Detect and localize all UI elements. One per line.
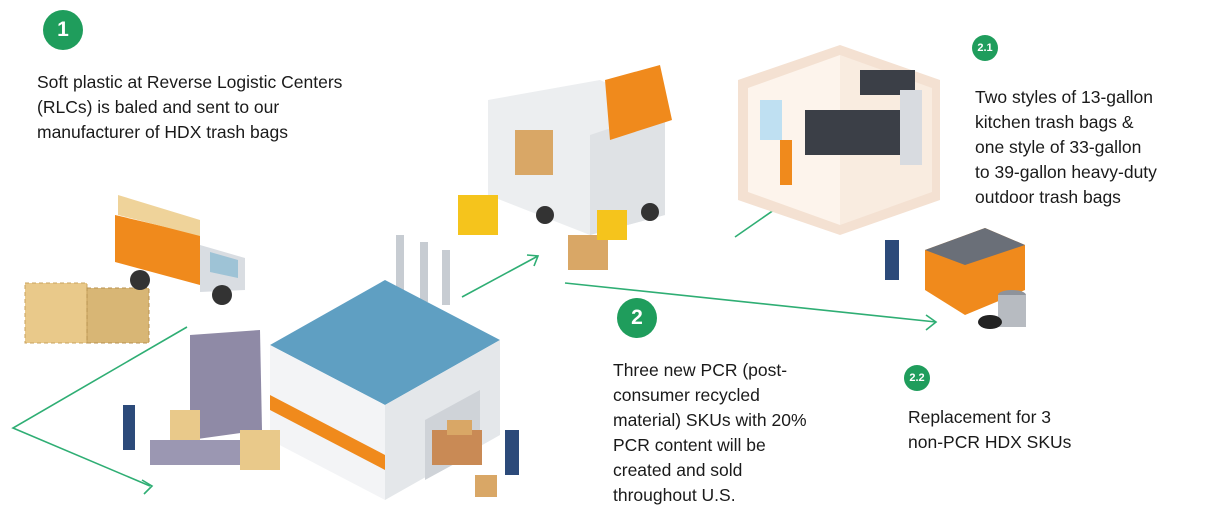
text-line: created and sold xyxy=(613,458,807,483)
text-line: outdoor trash bags xyxy=(975,185,1157,210)
text-line: kitchen trash bags & xyxy=(975,110,1157,135)
text-line: one style of 33-gallon xyxy=(975,135,1157,160)
text-line: PCR content will be xyxy=(613,433,807,458)
text-line: non-PCR HDX SKUs xyxy=(908,430,1071,455)
text-line: (RLCs) is baled and sent to our xyxy=(37,95,342,120)
box-truck xyxy=(458,65,672,270)
dumpster xyxy=(885,228,1026,329)
arrowhead xyxy=(926,315,936,330)
arrowhead xyxy=(142,480,152,494)
step-badge: 1 xyxy=(43,10,83,50)
text-line: Replacement for 3 xyxy=(908,405,1071,430)
step-badge: 2.2 xyxy=(904,365,930,391)
page: (() => { const data = JSON.parse(documen… xyxy=(0,0,1211,517)
text-line: consumer recycled xyxy=(613,383,807,408)
kitchen-room xyxy=(738,45,940,235)
text-line: material) SKUs with 20% xyxy=(613,408,807,433)
text-line: throughout U.S. xyxy=(613,483,807,508)
text-line: Two styles of 13-gallon xyxy=(975,85,1157,110)
text-line: Three new PCR (post- xyxy=(613,358,807,383)
text-line: to 39-gallon heavy-duty xyxy=(975,160,1157,185)
step-badge: 2 xyxy=(617,298,657,338)
step-badge: 2.1 xyxy=(972,35,998,61)
arrow xyxy=(462,256,538,297)
text-line: Soft plastic at Reverse Logistic Centers xyxy=(37,70,342,95)
bales xyxy=(25,283,149,343)
step-description: Soft plastic at Reverse Logistic Centers… xyxy=(37,70,342,145)
text-line: manufacturer of HDX trash bags xyxy=(37,120,342,145)
